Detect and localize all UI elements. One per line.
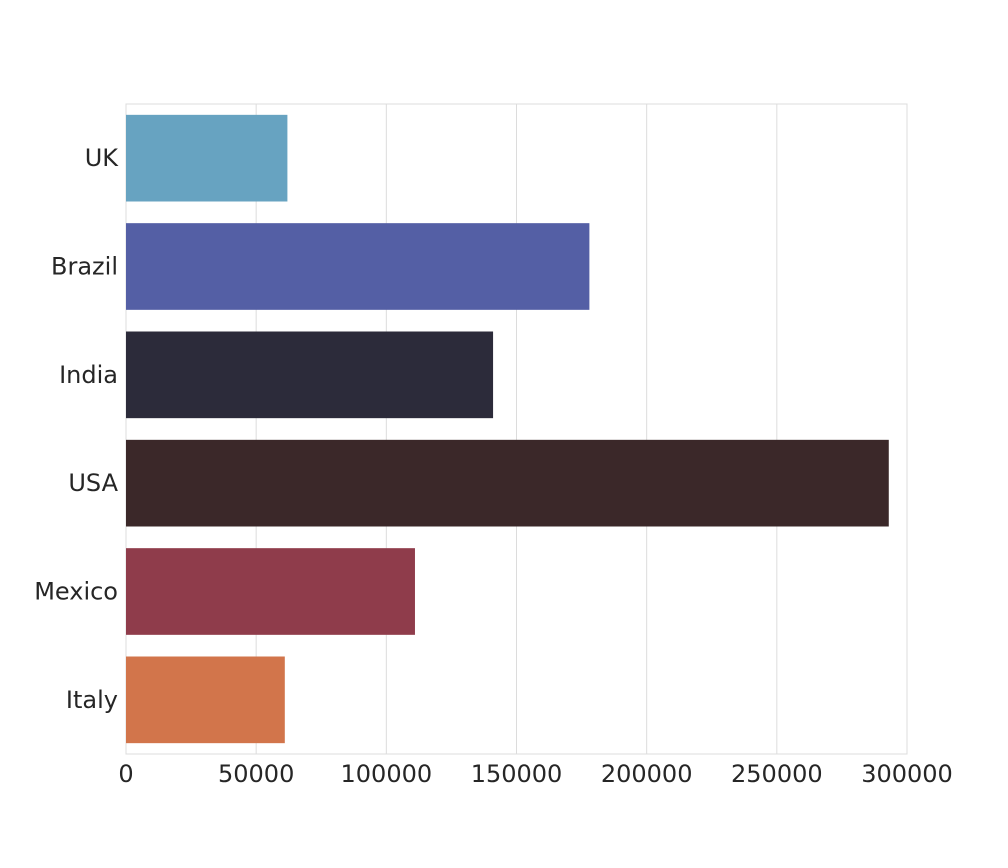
x-tick-label-0: 0	[118, 760, 133, 788]
y-tick-label-india: India	[59, 361, 118, 389]
bar-mexico	[126, 548, 415, 635]
bar-india	[126, 331, 494, 419]
bar-uk	[126, 114, 288, 202]
y-tick-label-brazil: Brazil	[51, 253, 118, 281]
x-tick-label-5: 250000	[731, 760, 823, 788]
y-tick-label-usa: USA	[68, 469, 118, 497]
y-tick-label-mexico: Mexico	[34, 578, 118, 606]
bar-usa	[126, 439, 889, 527]
x-tick-label-3: 150000	[471, 760, 563, 788]
x-tick-label-2: 100000	[341, 760, 433, 788]
y-tick-label-uk: UK	[85, 144, 120, 172]
x-tick-label-4: 200000	[601, 760, 693, 788]
bars	[126, 114, 889, 744]
y-tick-label-italy: Italy	[66, 686, 118, 714]
x-tick-labels: 0 50000 100000 150000 200000 250000 300000	[118, 760, 952, 788]
y-tick-labels: UK Brazil India USA Mexico Italy	[34, 144, 119, 714]
x-tick-label-1: 50000	[218, 760, 294, 788]
plot-border	[125, 103, 908, 755]
x-tick-label-6: 300000	[861, 760, 953, 788]
bar-brazil	[126, 223, 590, 310]
plot-frame	[125, 103, 908, 755]
bar-italy	[126, 656, 285, 744]
